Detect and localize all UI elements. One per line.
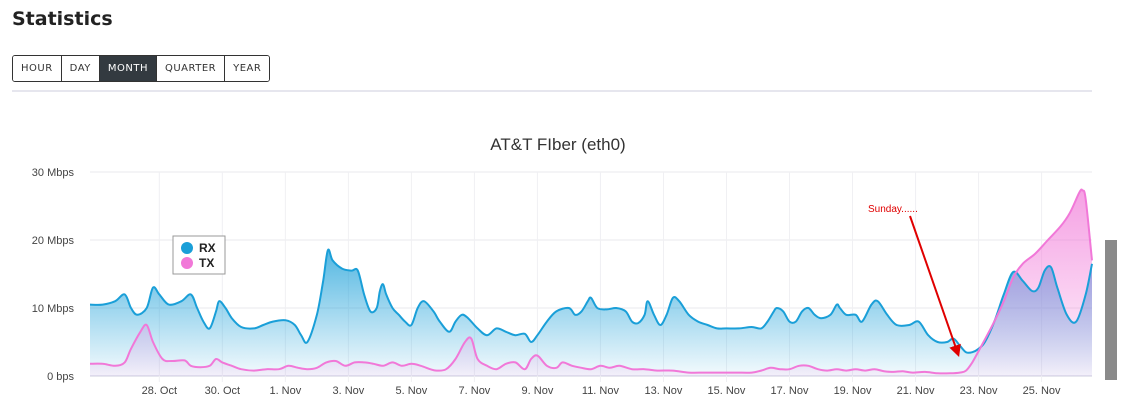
range-button-quarter[interactable]: QUARTER — [156, 56, 226, 81]
y-tick-label: 30 Mbps — [32, 167, 75, 179]
x-tick-label: 25. Nov — [1023, 385, 1061, 397]
y-tick-label: 20 Mbps — [32, 235, 75, 247]
x-tick-label: 3. Nov — [332, 385, 364, 397]
x-tick-label: 21. Nov — [897, 385, 935, 397]
legend-tx-label[interactable]: TX — [199, 256, 214, 270]
annotation-arrow — [909, 215, 961, 358]
rx-series-area — [90, 249, 1092, 376]
y-tick-label: 0 bps — [47, 371, 74, 383]
tx-series-area — [90, 189, 1092, 376]
time-range-selector: HOUR DAY MONTH QUARTER YEAR — [12, 55, 271, 82]
scrollbar-thumb[interactable] — [1105, 240, 1117, 380]
legend-rx-marker — [181, 242, 193, 254]
x-tick-label: 9. Nov — [522, 385, 554, 397]
x-tick-label: 28. Oct — [142, 385, 177, 397]
tx-series-line — [89, 188, 1093, 375]
x-tick-label: 5. Nov — [395, 385, 427, 397]
x-tick-label: 23. Nov — [960, 385, 998, 397]
x-tick-label: 1. Nov — [269, 385, 301, 397]
chart-title: AT&T FIber (eth0) — [490, 135, 625, 154]
y-tick-label: 10 Mbps — [32, 303, 75, 315]
range-button-year[interactable]: YEAR — [225, 56, 270, 81]
range-button-hour[interactable]: HOUR — [13, 56, 62, 81]
legend-tx-marker — [181, 257, 193, 269]
legend-rx-label[interactable]: RX — [199, 241, 216, 255]
range-button-day[interactable]: DAY — [61, 56, 100, 81]
x-tick-label: 11. Nov — [582, 385, 620, 397]
x-tick-label: 15. Nov — [708, 385, 746, 397]
annotation: Sunday...... — [868, 204, 961, 358]
x-tick-label: 17. Nov — [771, 385, 809, 397]
x-tick-label: 30. Oct — [205, 385, 240, 397]
x-tick-label: 13. Nov — [645, 385, 683, 397]
legend: RX TX — [172, 235, 226, 275]
x-tick-label: 19. Nov — [834, 385, 872, 397]
page-title: Statistics — [12, 8, 113, 30]
range-button-month[interactable]: MONTH — [99, 56, 157, 81]
annotation-text: Sunday...... — [868, 204, 918, 215]
x-tick-label: 7. Nov — [459, 385, 491, 397]
rx-series-line — [89, 248, 1093, 354]
